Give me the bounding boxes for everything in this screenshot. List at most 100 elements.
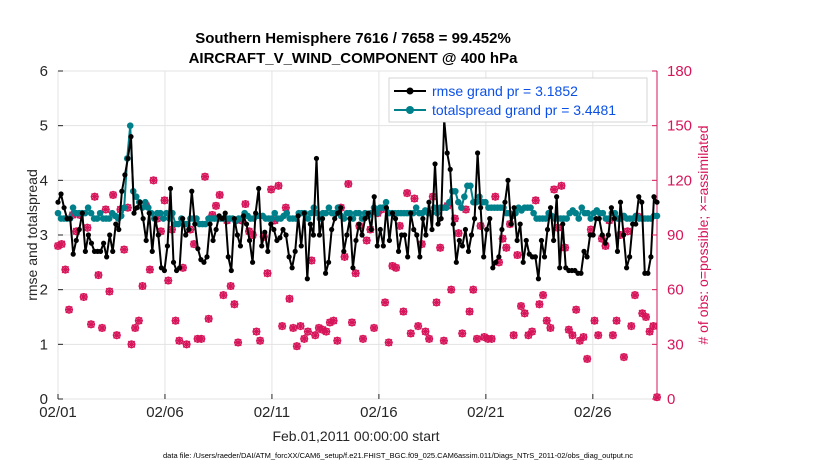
obs-point <box>274 181 283 190</box>
rmse-series-point <box>322 270 329 276</box>
obs-assimilated-marker <box>520 309 529 318</box>
obs-assimilated-marker <box>200 172 209 181</box>
y-tick-label-left: 3 <box>40 227 48 244</box>
obs-point <box>450 214 459 223</box>
y-tick-label-left: 1 <box>40 336 48 353</box>
obs-assimilated-marker <box>447 285 456 294</box>
rmse-series-point <box>383 205 389 211</box>
obs-assimilated-marker <box>410 194 419 203</box>
rmse-series-point <box>180 216 186 222</box>
obs-assimilated-marker <box>120 245 129 254</box>
obs-assimilated-marker <box>175 336 184 345</box>
obs-assimilated-marker <box>256 336 265 345</box>
obs-assimilated-marker <box>347 318 356 327</box>
obs-point <box>333 336 342 345</box>
obs-assimilated-marker <box>557 181 566 190</box>
obs-point <box>645 327 654 336</box>
obs-point <box>230 300 239 309</box>
obs-point <box>351 269 360 278</box>
obs-assimilated-marker <box>406 329 415 338</box>
obs-assimilated-marker <box>392 263 401 272</box>
rmse-series-point <box>61 205 67 211</box>
obs-assimilated-marker <box>454 229 463 238</box>
obs-assimilated-marker <box>421 327 430 336</box>
obs-point <box>90 192 99 201</box>
obs-assimilated-marker <box>594 331 603 340</box>
obs-point <box>531 196 540 205</box>
obs-point <box>469 285 478 294</box>
obs-assimilated-marker <box>79 292 88 301</box>
rmse-series-point <box>295 213 301 219</box>
rmse-series-point <box>405 254 411 260</box>
rmse-series-point <box>560 221 566 227</box>
rmse-series-point <box>505 177 511 183</box>
obs-assimilated-marker <box>318 325 327 334</box>
rmse-series-point <box>125 155 131 162</box>
rmse-series-point <box>350 265 356 271</box>
obs-assimilated-marker <box>641 313 650 321</box>
y-tick-label-right: 60 <box>667 282 684 299</box>
totalspread-series-point <box>563 215 570 222</box>
obs-assimilated-marker <box>212 201 221 210</box>
obs-point <box>410 194 419 203</box>
rmse-series-point <box>614 248 621 254</box>
obs-point <box>57 240 66 249</box>
totalspread-series-point <box>141 198 149 206</box>
rmse-series-point <box>481 254 487 260</box>
obs-assimilated-marker <box>450 214 459 223</box>
rmse-series-point <box>82 248 88 254</box>
y-tick-label-right: 30 <box>667 336 684 353</box>
rmse-series-point <box>249 259 256 265</box>
obs-point <box>432 298 441 307</box>
obs-assimilated-marker <box>395 221 404 230</box>
rmse-series-point <box>408 210 414 216</box>
rmse-series-point <box>645 270 651 276</box>
y-axis-label-left: rmse and totalspread <box>24 169 40 301</box>
totalspread-series-point <box>163 209 170 217</box>
obs-point <box>134 316 143 325</box>
obs-assimilated-marker <box>414 322 423 331</box>
rmse-series-point <box>213 226 219 233</box>
obs-assimilated-marker <box>171 316 180 325</box>
obs-point <box>112 331 121 340</box>
rmse-series-point <box>326 259 332 265</box>
rmse-series-point <box>253 210 259 216</box>
obs-point <box>653 393 661 402</box>
rmse-series-point <box>633 221 639 227</box>
obs-assimilated-marker <box>303 327 312 336</box>
rmse-series-point <box>496 254 502 260</box>
obs-point <box>329 316 338 325</box>
totalspread-series-point <box>442 204 450 211</box>
obs-point <box>101 205 110 214</box>
obs-assimilated-marker <box>197 334 206 343</box>
obs-point <box>296 322 305 331</box>
rmse-series-point <box>581 248 587 254</box>
rmse-series-point <box>386 237 393 244</box>
rmse-series-point <box>122 172 128 178</box>
rmse-series-point <box>231 216 237 222</box>
obs-point <box>612 316 621 325</box>
totalspread-series-point <box>69 204 77 211</box>
rmse-series-point <box>554 194 560 200</box>
obs-point <box>285 294 294 303</box>
obs-point <box>197 334 206 343</box>
obs-point <box>414 322 423 331</box>
obs-assimilated-marker <box>465 307 474 316</box>
obs-point <box>535 300 544 309</box>
obs-assimilated-marker <box>436 243 445 252</box>
obs-assimilated-marker <box>241 200 250 209</box>
obs-point <box>256 336 265 345</box>
rmse-series-point <box>137 199 143 205</box>
rmse-series-point <box>353 237 359 244</box>
x-tick-label: 02/06 <box>146 404 184 421</box>
totalspread-series-point <box>175 220 182 228</box>
obs-assimilated-marker <box>263 269 272 278</box>
obs-assimilated-marker <box>219 291 228 300</box>
rmse-series-point <box>611 216 618 222</box>
obs-assimilated-marker <box>344 179 353 188</box>
obs-point <box>300 334 309 343</box>
obs-assimilated-marker <box>57 240 66 249</box>
obs-assimilated-marker <box>322 327 331 336</box>
obs-assimilated-marker <box>215 190 224 199</box>
